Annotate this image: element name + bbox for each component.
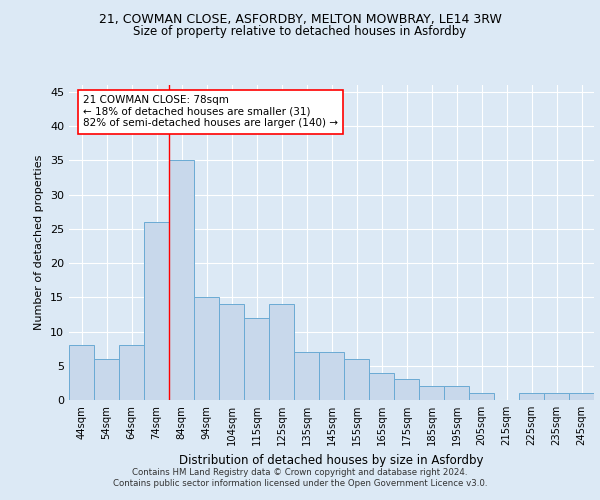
Bar [544,393,569,400]
Text: Size of property relative to detached houses in Asfordby: Size of property relative to detached ho… [133,25,467,38]
Text: 21, COWMAN CLOSE, ASFORDBY, MELTON MOWBRAY, LE14 3RW: 21, COWMAN CLOSE, ASFORDBY, MELTON MOWBR… [98,12,502,26]
Bar [394,380,419,400]
Bar [294,352,319,400]
Bar [344,359,369,400]
Y-axis label: Number of detached properties: Number of detached properties [34,155,44,330]
Bar [169,160,194,400]
Bar [569,393,594,400]
Bar [419,386,444,400]
Bar [219,304,244,400]
Bar [319,352,344,400]
Text: 21 COWMAN CLOSE: 78sqm
← 18% of detached houses are smaller (31)
82% of semi-det: 21 COWMAN CLOSE: 78sqm ← 18% of detached… [83,96,338,128]
Bar [119,345,144,400]
Bar [269,304,294,400]
Bar [369,372,394,400]
Bar [69,345,94,400]
Bar [469,393,494,400]
X-axis label: Distribution of detached houses by size in Asfordby: Distribution of detached houses by size … [179,454,484,466]
Bar [144,222,169,400]
Bar [444,386,469,400]
Bar [194,298,219,400]
Bar [244,318,269,400]
Bar [94,359,119,400]
Bar [519,393,544,400]
Text: Contains HM Land Registry data © Crown copyright and database right 2024.
Contai: Contains HM Land Registry data © Crown c… [113,468,487,487]
